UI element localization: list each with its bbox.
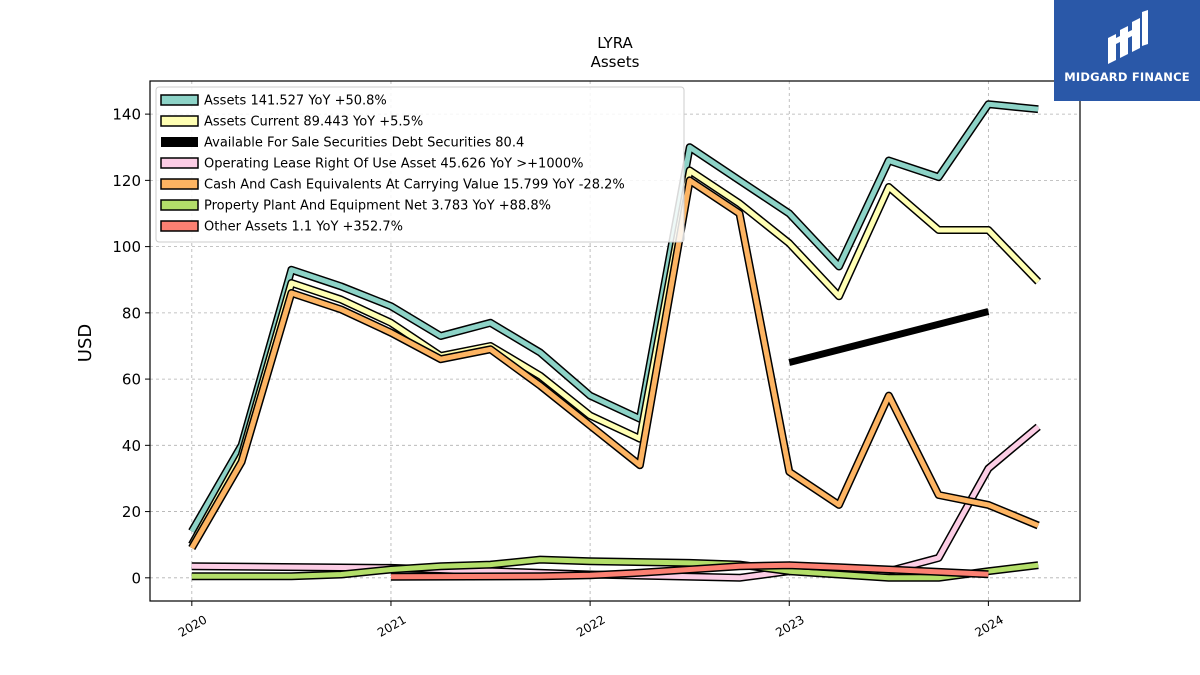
y-tick-label: 80	[122, 304, 141, 322]
series-line	[788, 308, 990, 366]
legend: Assets 141.527 YoY +50.8% Assets Current …	[155, 86, 685, 243]
legend-item: Available For Sale Securities Debt Secur…	[161, 136, 524, 151]
series-line	[191, 557, 1039, 581]
legend-box	[155, 86, 685, 243]
series-7	[390, 561, 989, 581]
legend-swatch	[160, 115, 199, 127]
x-tick-label: 2023	[773, 612, 806, 639]
y-tick-label: 0	[131, 569, 141, 587]
legend-swatch	[160, 178, 199, 190]
legend-item: Operating Lease Right Of Use Asset 45.62…	[160, 157, 583, 172]
midgard-logo-icon	[1108, 10, 1148, 64]
x-tick-label: 2024	[972, 612, 1005, 639]
y-tick-label: 60	[122, 371, 141, 389]
chart-title: LYRA	[597, 34, 633, 52]
y-tick-label: 100	[112, 238, 141, 256]
legend-swatch	[160, 220, 199, 232]
legend-label: Assets 141.527 YoY +50.8%	[204, 94, 387, 109]
y-tick-label: 40	[122, 437, 141, 455]
legend-label: Cash And Cash Equivalents At Carrying Va…	[204, 178, 625, 193]
series-2	[188, 166, 1042, 547]
y-tick-label: 120	[112, 172, 141, 190]
series-layer	[188, 100, 1042, 582]
series-5	[188, 176, 1040, 551]
x-tick-label: 2022	[574, 612, 607, 639]
series-line	[189, 101, 1039, 533]
series-line	[390, 562, 989, 580]
x-tick-label: 2021	[375, 612, 408, 639]
legend-label: Operating Lease Right Of Use Asset 45.62…	[204, 157, 583, 172]
legend-swatch	[160, 94, 199, 106]
legend-label: Available For Sale Securities Debt Secur…	[204, 136, 524, 151]
y-tick-label: 140	[112, 106, 141, 124]
chart-subtitle: Assets	[591, 53, 640, 71]
legend-item: Assets 141.527 YoY +50.8%	[160, 94, 387, 109]
legend-swatch	[160, 199, 199, 211]
series-line	[189, 167, 1041, 546]
y-axis-label: USD	[75, 324, 96, 362]
legend-swatch	[160, 157, 199, 169]
brand-logo: MIDGARD FINANCE	[1054, 0, 1200, 101]
series-1	[188, 100, 1039, 534]
y-tick-label: 20	[122, 503, 141, 521]
legend-item: Property Plant And Equipment Net 3.783 Y…	[160, 199, 551, 214]
legend-item: Other Assets 1.1 YoY +352.7%	[160, 220, 403, 235]
legend-item: Cash And Cash Equivalents At Carrying Va…	[160, 178, 625, 193]
legend-label: Property Plant And Equipment Net 3.783 Y…	[204, 199, 551, 214]
legend-label: Other Assets 1.1 YoY +352.7%	[204, 220, 403, 235]
legend-swatch	[161, 137, 198, 147]
series-3	[788, 308, 990, 366]
axes: 0 20 40 60 80 100 120 140 2020 2021 2022 2023 2024	[112, 106, 1006, 640]
legend-label: Assets Current 89.443 YoY +5.5%	[204, 115, 423, 130]
series-line	[189, 177, 1040, 550]
series-6	[191, 555, 1039, 582]
x-tick-label: 2020	[176, 612, 209, 639]
legend-item: Assets Current 89.443 YoY +5.5%	[160, 115, 423, 130]
plot-frame	[149, 80, 1081, 602]
brand-name: MIDGARD FINANCE	[1064, 70, 1190, 84]
